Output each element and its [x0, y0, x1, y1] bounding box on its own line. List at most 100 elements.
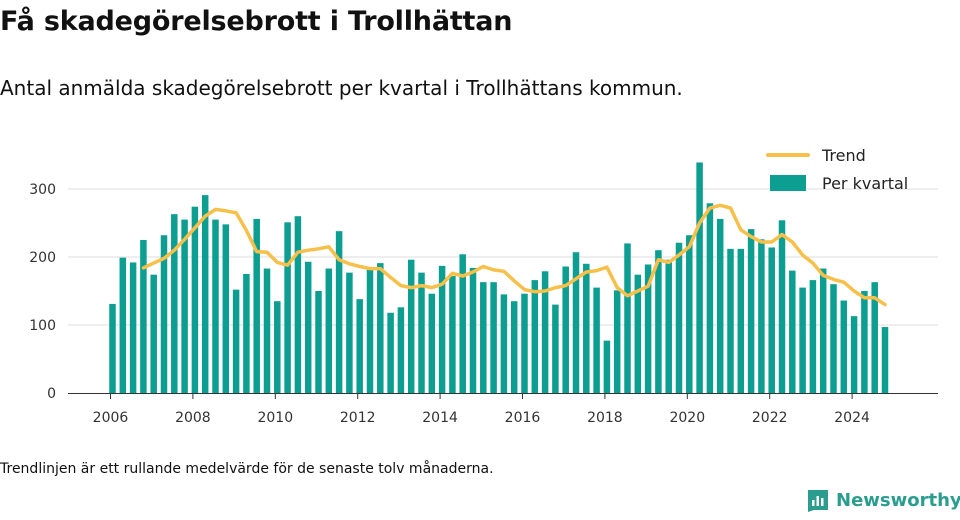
bar	[675, 242, 683, 393]
bar	[778, 220, 786, 393]
bar	[510, 301, 518, 393]
bar	[109, 303, 116, 393]
bar	[418, 272, 425, 393]
bars	[109, 162, 889, 393]
bar	[366, 269, 374, 393]
bar	[758, 239, 765, 393]
bar	[284, 222, 291, 393]
bar	[521, 293, 528, 393]
bar	[160, 235, 168, 393]
bar	[809, 280, 817, 393]
newsworthy-logo-icon	[808, 490, 828, 512]
bar	[212, 219, 219, 393]
bar	[500, 294, 508, 393]
bar	[799, 287, 806, 393]
bar	[129, 262, 137, 393]
bar	[346, 272, 353, 393]
bar	[716, 218, 724, 393]
bar	[850, 316, 858, 393]
chart-subtitle: Antal anmälda skadegörelsebrott per kvar…	[0, 76, 683, 100]
bar	[335, 231, 343, 393]
x-tick-label: 2010	[257, 410, 293, 426]
x-tick-label: 2008	[175, 410, 211, 426]
legend-bar-swatch	[770, 175, 806, 191]
x-tick-label: 2018	[587, 410, 623, 426]
x-tick-label: 2020	[669, 410, 705, 426]
bar	[140, 240, 147, 393]
x-tick-label: 2014	[422, 410, 458, 426]
trend-line	[141, 203, 887, 307]
bar	[881, 327, 889, 393]
bar	[747, 229, 755, 393]
footnote: Trendlinjen är ett rullande medelvärde f…	[0, 461, 494, 477]
brand-name: Newsworthy	[836, 489, 960, 511]
bar	[459, 254, 466, 393]
bar	[562, 266, 569, 393]
bar	[552, 304, 559, 393]
bar	[150, 274, 157, 393]
bar	[768, 247, 775, 393]
bar	[665, 259, 672, 393]
bar	[315, 291, 322, 393]
x-tick-label: 2012	[340, 410, 376, 426]
bar	[201, 195, 209, 393]
legend-trend-label: Trend	[821, 146, 866, 165]
bar	[387, 312, 394, 393]
bar	[634, 274, 642, 393]
y-axis-ticks: 0 100 200 300	[29, 182, 56, 402]
x-tick-label: 2022	[752, 410, 788, 426]
bar	[789, 270, 796, 393]
bar	[263, 268, 271, 393]
bar	[274, 301, 281, 393]
bar	[572, 252, 580, 393]
bar	[181, 219, 188, 393]
bar	[624, 243, 631, 393]
bar	[428, 293, 436, 393]
bar	[469, 267, 477, 393]
bar	[644, 264, 652, 393]
bar	[304, 261, 312, 393]
bar	[655, 250, 662, 393]
brand-logo: Newsworthy	[806, 488, 960, 512]
bar	[438, 265, 446, 393]
bar	[253, 218, 260, 393]
bar	[294, 216, 302, 393]
bar	[232, 289, 240, 393]
x-tick-label: 2024	[834, 410, 870, 426]
bar	[377, 263, 384, 393]
bar	[222, 224, 230, 393]
x-axis-ticks: 2006 2008 2010 2012 2014 2016 2018 2020 2022 2024	[93, 393, 870, 426]
legend: Trend Per kvartal	[766, 146, 908, 193]
bar	[737, 248, 745, 393]
bar	[819, 268, 827, 393]
bar	[191, 206, 199, 393]
bar	[583, 263, 590, 393]
bar	[119, 257, 127, 393]
y-tick-label: 100	[29, 318, 56, 334]
bar	[727, 248, 734, 393]
legend-bar-label: Per kvartal	[822, 174, 908, 193]
bar	[871, 282, 878, 393]
bar	[480, 282, 487, 393]
bar	[356, 299, 363, 393]
chart-title: Få skadegörelsebrott i Trollhättan	[0, 6, 513, 37]
y-tick-label: 0	[47, 386, 56, 402]
bar	[696, 162, 703, 393]
bar	[397, 307, 405, 393]
x-tick-label: 2006	[93, 410, 129, 426]
bar	[490, 282, 497, 393]
bar	[840, 300, 848, 393]
bar	[325, 268, 333, 393]
y-tick-label: 200	[29, 250, 56, 266]
bar	[593, 287, 600, 393]
bar	[706, 203, 714, 393]
bar	[531, 280, 539, 393]
bar	[171, 214, 178, 393]
bar	[449, 276, 456, 393]
bar	[407, 259, 415, 393]
bar	[243, 274, 250, 393]
bar	[861, 291, 868, 393]
bar	[603, 340, 611, 393]
bar	[613, 290, 621, 393]
